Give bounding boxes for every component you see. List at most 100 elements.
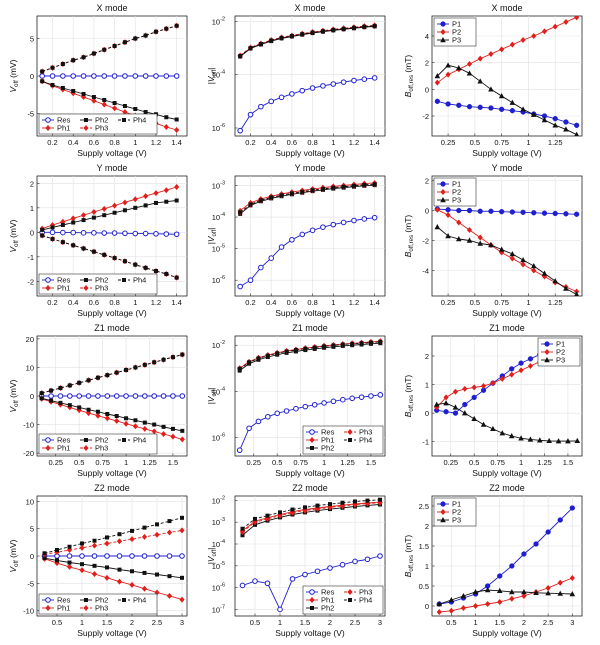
series-group bbox=[41, 515, 185, 603]
y-axis-label: Boff,res (mT) bbox=[403, 55, 415, 98]
point-res bbox=[247, 277, 254, 284]
x-tick-label: 1 bbox=[322, 458, 326, 467]
x-tick-label: 0.5 bbox=[272, 458, 282, 467]
point-p3 bbox=[537, 437, 543, 443]
point-res bbox=[70, 229, 77, 236]
y-tick-exponent: -5 bbox=[220, 561, 225, 567]
point-res bbox=[104, 393, 111, 399]
point-ph2 bbox=[170, 426, 175, 431]
point-p2 bbox=[531, 33, 537, 39]
point-p1 bbox=[557, 517, 563, 523]
point-p2 bbox=[477, 55, 483, 62]
point-res bbox=[339, 561, 346, 568]
legend-label-res: Res bbox=[57, 596, 71, 605]
x-tick-label: 1 bbox=[526, 298, 530, 307]
legend-label-ph3: Ph3 bbox=[359, 588, 372, 597]
point-ph4 bbox=[331, 343, 336, 348]
y-tick-base: 10 bbox=[212, 584, 220, 593]
x-axis-label: Supply voltage (V) bbox=[472, 468, 542, 478]
point-ph3 bbox=[129, 536, 135, 543]
point-ph4 bbox=[91, 249, 96, 254]
point-ph4 bbox=[81, 55, 86, 60]
point-p3 bbox=[484, 587, 491, 593]
point-ph4 bbox=[258, 42, 263, 46]
point-res bbox=[239, 582, 246, 589]
x-tick-label: 2.5 bbox=[543, 618, 553, 627]
x-axis-label: Supply voltage (V) bbox=[275, 468, 345, 478]
point-res bbox=[340, 79, 347, 85]
point-res bbox=[364, 556, 371, 563]
y-tick-label: 10-2 bbox=[212, 16, 225, 26]
point-res bbox=[299, 231, 306, 238]
x-tick-label: 0.8 bbox=[307, 298, 317, 307]
point-p2 bbox=[557, 579, 563, 586]
y-label-unit: (mT) bbox=[403, 55, 413, 75]
x-tick-label: 0.5 bbox=[470, 298, 480, 307]
point-res bbox=[321, 400, 327, 406]
series-line-ph4 bbox=[41, 354, 183, 394]
point-p3 bbox=[448, 597, 455, 603]
legend-label-p3: P3 bbox=[452, 36, 461, 45]
y-label-unit: (mV) bbox=[8, 379, 18, 400]
point-p1 bbox=[518, 360, 524, 366]
point-ph4 bbox=[71, 243, 76, 248]
x-axis-label: Supply voltage (V) bbox=[275, 308, 345, 318]
point-p2 bbox=[499, 46, 505, 53]
point-res bbox=[340, 396, 346, 403]
point-p3 bbox=[445, 233, 451, 239]
point-res bbox=[246, 425, 252, 432]
legend-label-ph2: Ph2 bbox=[321, 604, 334, 613]
point-res bbox=[247, 111, 254, 118]
y-tick-label: 10-6 bbox=[212, 123, 225, 133]
point-ph1 bbox=[91, 571, 98, 577]
legend-marker-ph1 bbox=[309, 597, 315, 603]
point-res bbox=[289, 236, 295, 243]
point-res bbox=[142, 230, 149, 237]
x-tick-label: 0.6 bbox=[287, 138, 297, 147]
point-p3 bbox=[541, 117, 548, 123]
point-ph1 bbox=[66, 563, 73, 570]
point-ph3 bbox=[154, 531, 160, 538]
point-ph1 bbox=[174, 184, 180, 191]
point-res bbox=[340, 219, 347, 226]
x-tick-label: 0.6 bbox=[287, 298, 297, 307]
point-res bbox=[49, 73, 56, 79]
legend-label-ph4: Ph4 bbox=[133, 276, 146, 285]
chart-x_voff: X mode 0.2 0.4 0.6 0.8 1 1.2 1.4 -5 0 5 Supply volt… bbox=[8, 3, 188, 158]
point-p2 bbox=[574, 288, 580, 295]
y-label-unit: (mV) bbox=[8, 59, 18, 80]
point-ph1 bbox=[79, 567, 85, 574]
y-tick-label: 2 bbox=[425, 59, 429, 68]
point-ph4 bbox=[50, 65, 55, 70]
point-ph2 bbox=[117, 567, 122, 572]
point-p1 bbox=[466, 207, 473, 214]
point-res bbox=[111, 230, 118, 236]
y-label-subscript: off bbox=[14, 560, 20, 567]
point-res bbox=[258, 264, 264, 271]
point-ph2 bbox=[122, 104, 127, 108]
point-res bbox=[302, 571, 308, 578]
point-ph2 bbox=[42, 556, 47, 561]
y-tick-label: 10-5 bbox=[212, 244, 225, 254]
point-res bbox=[311, 401, 318, 408]
legend-label-p3: P3 bbox=[452, 196, 461, 205]
point-p3 bbox=[488, 242, 494, 248]
legend-label-p1: P1 bbox=[452, 500, 461, 509]
series-group bbox=[239, 497, 383, 613]
legend-label-ph4: Ph4 bbox=[133, 116, 146, 125]
point-res bbox=[101, 230, 108, 236]
y-label-subscript: off bbox=[212, 230, 218, 237]
point-ph2 bbox=[81, 92, 86, 96]
x-tick-label: 1.5 bbox=[300, 618, 310, 627]
point-p3 bbox=[499, 430, 506, 436]
point-p3 bbox=[498, 246, 505, 252]
point-res bbox=[309, 227, 316, 234]
point-ph4 bbox=[174, 23, 179, 28]
point-ph4 bbox=[153, 29, 158, 34]
point-p3 bbox=[563, 126, 569, 132]
legend-marker-ph4 bbox=[348, 438, 352, 442]
